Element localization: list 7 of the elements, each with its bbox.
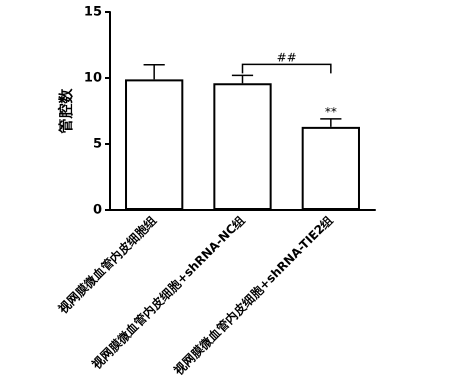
y-tick-label: 0	[92, 202, 102, 218]
y-tick-label: 15	[84, 4, 102, 20]
y-tick-label: 10	[84, 70, 102, 86]
annotation: **	[324, 104, 337, 119]
y-axis-title: 管腔数	[56, 88, 75, 134]
annotation: ##	[276, 50, 297, 64]
y-tick-label: 5	[92, 136, 102, 152]
